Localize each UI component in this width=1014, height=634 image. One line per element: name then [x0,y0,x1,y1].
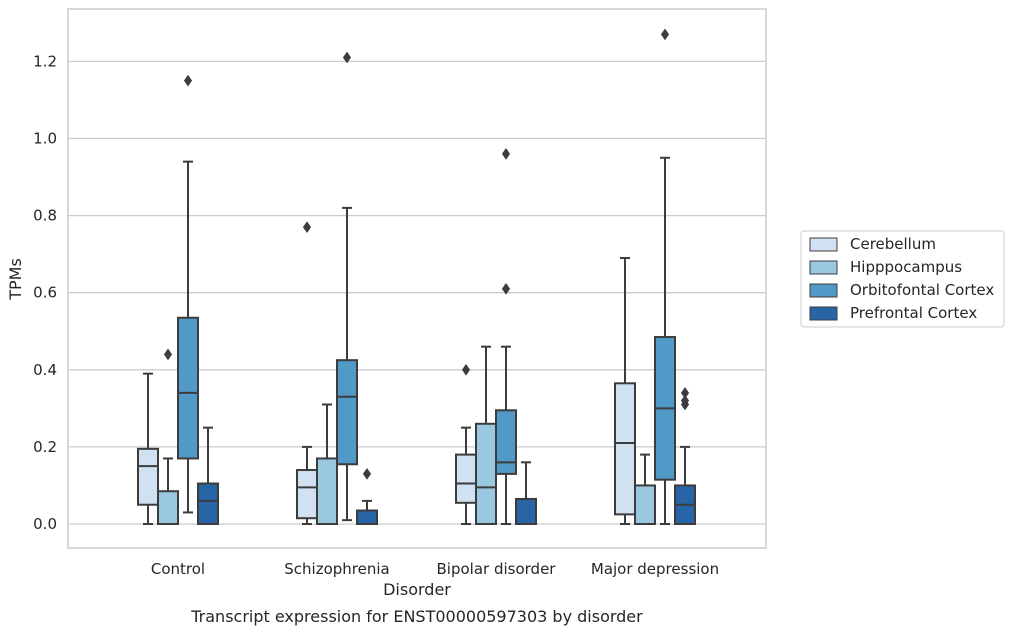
y-tick-label: 0.8 [33,207,57,225]
x-tick-label: Bipolar disorder [437,560,557,578]
x-tick-labels: Control Schizophrenia Bipolar disorder Majo… [151,560,719,578]
outlier-point [501,282,511,295]
outlier-point [501,147,511,160]
legend-swatch [809,237,838,252]
box-plot [515,461,537,526]
box-iqr [157,490,179,526]
box-plot [455,363,477,525]
box-iqr [356,509,378,526]
legend-item: Prefrontal Cortex [809,304,977,322]
y-tick-label: 0.6 [33,284,57,302]
box-iqr [614,382,636,516]
box-iqr [177,316,199,460]
box-plot-series [137,28,696,526]
box-iqr [137,447,159,506]
outlier-point [680,394,690,407]
series-cerebellum [137,221,636,525]
box-iqr [316,457,338,525]
y-tick-label: 1.0 [33,130,57,148]
box-iqr [634,484,656,526]
box-plot [674,386,696,526]
plot-frame [67,8,767,549]
box-iqr [336,359,358,466]
series-hipppocampus [157,345,656,526]
box-iqr [495,409,517,475]
outlier-point [302,221,312,234]
y-tick-label: 0.2 [33,438,57,456]
y-axis-title: TPMs [6,258,25,301]
x-tick-label: Schizophrenia [284,560,389,578]
chart-caption: Transcript expression for ENST0000059730… [190,607,643,626]
box-plot [336,51,358,522]
legend: Cerebellum Hipppocampus Orbitofontal Corte… [800,230,1005,328]
box-iqr [296,469,318,520]
legend-swatch [809,260,838,275]
legend-swatch [809,306,838,321]
x-tick-label: Major depression [591,560,719,578]
series-orbitofontal-cortex [177,28,676,525]
box-plot [296,221,318,525]
legend-item: Orbitofontal Cortex [809,281,994,299]
outlier-point [342,51,352,64]
box-plot [137,372,159,525]
box-plot [177,74,199,514]
y-tick-labels: 0.0 0.2 0.4 0.6 0.8 1.0 1.2 [33,52,57,533]
box-iqr [197,482,219,525]
y-tick-label: 0.4 [33,361,57,379]
box-plot [356,467,378,526]
outlier-point [362,467,372,480]
legend-label: Cerebellum [850,235,936,253]
box-plot [495,147,517,525]
box-iqr [515,497,537,526]
y-tick-label: 0.0 [33,515,57,533]
box-plot [157,348,179,526]
series-prefrontal-cortex [197,386,696,526]
legend-frame [800,230,1005,328]
legend-label: Hipppocampus [850,258,962,276]
outlier-point [183,74,193,87]
legend-label: Prefrontal Cortex [850,304,977,322]
box-plot [614,257,636,525]
box-plot [634,453,656,526]
legend-label: Orbitofontal Cortex [850,281,994,299]
box-plot [475,345,497,525]
box-iqr [475,422,497,525]
outlier-point [461,363,471,376]
box-plot [197,426,219,525]
box-plot [316,403,338,525]
legend-item: Hipppocampus [809,258,962,276]
legend-item: Cerebellum [809,235,936,253]
box-iqr [455,453,477,504]
y-tick-label: 1.2 [33,52,57,70]
legend-swatch [809,283,838,298]
x-axis-title: Disorder [383,580,451,599]
box-plot [654,28,676,525]
outlier-point [163,348,173,361]
x-tick-label: Control [151,560,205,578]
outlier-point [660,28,670,41]
